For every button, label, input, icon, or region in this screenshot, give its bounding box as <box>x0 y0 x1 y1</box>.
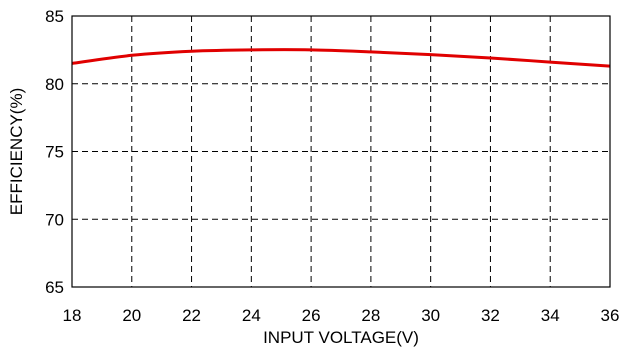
y-tick-label: 80 <box>45 75 64 94</box>
x-tick-label: 22 <box>182 306 201 325</box>
y-axis-label: EFFICIENCY(%) <box>7 88 26 216</box>
plot-frame <box>71 15 611 288</box>
efficiency-series-line <box>71 48 611 68</box>
x-tick-label: 24 <box>242 306 261 325</box>
x-tick-label: 20 <box>122 306 141 325</box>
y-tick-label: 75 <box>45 143 64 162</box>
y-tick-label: 70 <box>45 210 64 229</box>
x-tick-label: 18 <box>63 306 82 325</box>
grid-lines <box>72 16 610 287</box>
y-tick-label: 85 <box>45 7 64 26</box>
series-layer <box>71 48 611 68</box>
x-tick-label: 26 <box>302 306 321 325</box>
x-tick-label: 32 <box>481 306 500 325</box>
x-tick-label: 34 <box>541 306 560 325</box>
y-tick-label: 65 <box>45 278 64 297</box>
x-axis-label: INPUT VOLTAGE(V) <box>263 328 419 347</box>
x-tick-label: 28 <box>361 306 380 325</box>
x-tick-label: 30 <box>421 306 440 325</box>
x-tick-label: 36 <box>601 306 620 325</box>
tick-labels: 18 20 22 24 26 28 30 32 34 36 65 70 75 80 85 <box>45 7 619 325</box>
